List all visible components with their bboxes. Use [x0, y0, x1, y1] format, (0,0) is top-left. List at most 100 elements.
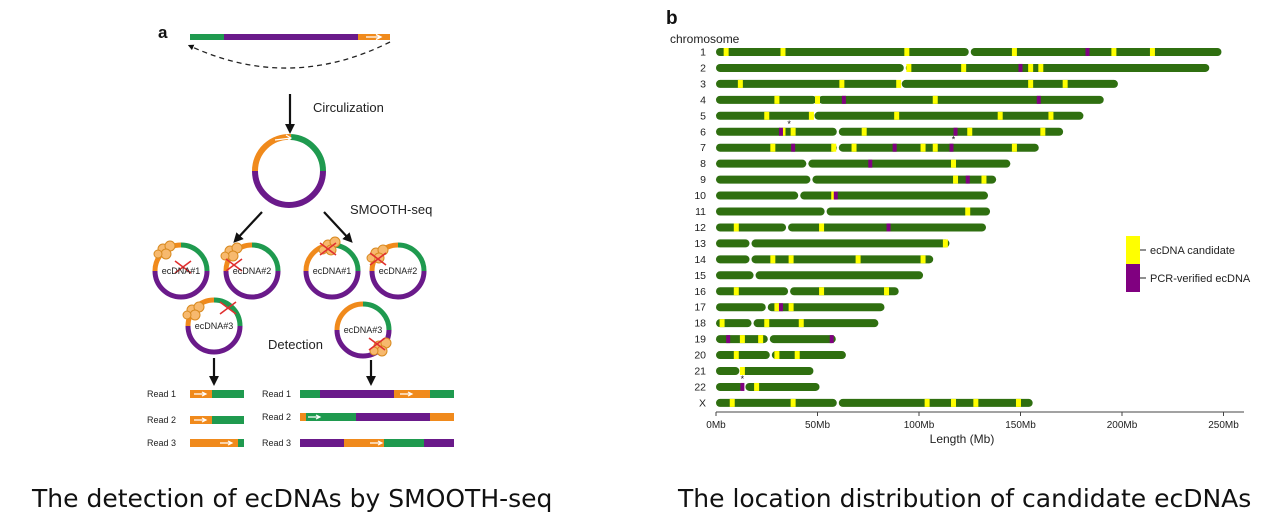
x-tick-label-4: 200Mb: [1107, 420, 1138, 431]
read-right-2-label: Read 2: [262, 412, 291, 422]
chromosome-11: 11: [695, 206, 991, 218]
chromosome-arm-p-14: [716, 255, 750, 264]
candidate-mark-3-1: [839, 79, 845, 88]
candidate-mark-18-1: [764, 319, 770, 328]
chromosome-label-20: 20: [694, 350, 706, 362]
candidate-mark-11-0: [965, 207, 971, 216]
chromosome-arm-p-9: [716, 175, 811, 184]
verified-mark-6-0: [778, 127, 783, 136]
candidate-mark-6-4: [1040, 127, 1046, 136]
star-marker-2: *: [741, 374, 745, 384]
chromosome-label-10: 10: [694, 190, 706, 202]
candidate-mark-3-3: [1028, 79, 1034, 88]
candidate-mark-22-0: [754, 382, 760, 391]
chromosome-arm-q-10: [800, 191, 989, 200]
candidate-mark-7-4: [932, 143, 938, 152]
verified-mark-12-0: [886, 223, 891, 232]
panel-b-svg: b chromosome 123456789101112131415161718…: [666, 8, 1251, 446]
chromosome-arm-p-X: [716, 398, 837, 407]
reads-right: Read 1 Read 2 Read 3: [262, 389, 454, 448]
candidate-mark-X-0: [729, 398, 735, 407]
candidate-mark-19-0: [739, 335, 745, 344]
candidate-mark-14-3: [920, 255, 926, 264]
verified-mark-6-1: [953, 127, 958, 136]
candidate-mark-16-1: [819, 287, 825, 296]
y-axis-title: chromosome: [670, 32, 740, 46]
read-right-3-label: Read 3: [262, 438, 291, 448]
candidate-mark-8-0: [951, 159, 957, 168]
candidate-mark-2-2: [1028, 63, 1034, 72]
candidate-mark-12-1: [819, 223, 825, 232]
chromosome-arm-q-8: [808, 159, 1011, 168]
verified-mark-10-0: [833, 191, 838, 200]
verified-mark-8-0: [868, 159, 873, 168]
chromosome-arm-q-X: [838, 398, 1033, 407]
chromosome-arm-p-2: [716, 63, 904, 72]
candidate-mark-4-0: [774, 95, 780, 104]
chromosome-arm-q-2: [905, 63, 1210, 72]
circle-right-1: ecDNA#1: [303, 236, 361, 300]
candidate-mark-7-0: [770, 143, 776, 152]
candidate-mark-9-0: [953, 175, 959, 184]
candidate-mark-1-3: [1011, 48, 1017, 56]
chromosome-arm-p-15: [716, 271, 754, 280]
chromosome-12: 12: [694, 222, 986, 234]
x-tick-label-1: 50Mb: [805, 420, 830, 431]
circle-left-3: ecDNA#3: [182, 297, 243, 355]
chromosome-label-15: 15: [694, 270, 706, 282]
chromosome-arm-q-7: [838, 143, 1039, 152]
candidate-mark-5-3: [997, 111, 1003, 120]
reads-left: Read 1 Read 2 Read 3: [147, 389, 244, 448]
chromosome-arm-q-17: [767, 303, 885, 312]
candidate-mark-1-1: [780, 48, 786, 56]
chromosome-arm-p-18: [716, 319, 752, 328]
ecdna-circle-main: [251, 133, 327, 208]
x-axis: 0Mb 50Mb 100Mb 150Mb 200Mb 250Mb: [706, 411, 1244, 431]
candidate-mark-2-3: [1038, 63, 1044, 72]
verified-mark-2-0: [1018, 63, 1023, 72]
candidate-mark-20-0: [733, 351, 739, 360]
chromosome-5: 5: [700, 110, 1084, 122]
verified-mark-19-0: [726, 335, 731, 344]
read-left-2-label: Read 2: [147, 415, 176, 425]
chromosome-10: 10: [694, 190, 989, 202]
candidate-mark-5-4: [1048, 111, 1054, 120]
read-left-3-label: Read 3: [147, 438, 176, 448]
chromosome-arm-p-17: [716, 303, 766, 312]
chromosome-arm-q-4: [818, 95, 1104, 104]
candidate-mark-17-1: [788, 303, 794, 312]
x-tick-label-2: 100Mb: [904, 420, 935, 431]
chromosome-15: 15: [694, 270, 924, 282]
candidate-mark-18-0: [719, 319, 725, 328]
circle-right-3: ecDNA#3: [334, 301, 392, 359]
legend-label-verified: PCR-verified ecDNA: [1150, 273, 1251, 285]
chromosome-arm-p-10: [716, 191, 799, 200]
panel-a-ecdna-detection-diagram: a Circulization SMOOTH-seq ecDNA#1 ecDNA…: [0, 0, 560, 470]
verified-mark-4-1: [1036, 95, 1041, 104]
x-axis-title: Length (Mb): [930, 432, 995, 446]
chromosome-14: 14: [694, 254, 934, 266]
candidate-mark-13-0: [942, 239, 948, 248]
chromosome-label-21: 21: [694, 366, 706, 378]
verified-mark-1-0: [1085, 48, 1090, 56]
candidate-mark-X-1: [790, 398, 796, 407]
candidate-mark-5-2: [894, 111, 900, 120]
chromosome-arm-q-3: [901, 79, 1118, 88]
candidate-mark-16-0: [733, 287, 739, 296]
chromosome-arm-p-21: [716, 367, 740, 375]
candidate-mark-16-2: [884, 287, 890, 296]
candidate-mark-1-4: [1111, 48, 1117, 56]
star-marker-1: *: [952, 135, 956, 145]
panel-b-ecdna-location-chart: b chromosome 1 2 3 4 5 6 7 8 9 10 11 12 13 14 15 16 17 18…: [640, 0, 1268, 470]
circle-left-2-label: ecDNA#2: [233, 266, 272, 276]
linear-dna: [187, 33, 391, 69]
candidate-mark-1-5: [1149, 48, 1155, 56]
chromosome-label-8: 8: [700, 158, 706, 170]
chromosome-arm-q-11: [826, 207, 991, 216]
candidate-mark-20-1: [774, 351, 780, 360]
chromosome-arm-q-15: [755, 271, 924, 280]
chromosome-arm-p-16: [716, 287, 789, 296]
chromosome-label-22: 22: [694, 381, 706, 393]
read-right-1-label: Read 1: [262, 389, 291, 399]
candidate-mark-14-2: [855, 255, 861, 264]
